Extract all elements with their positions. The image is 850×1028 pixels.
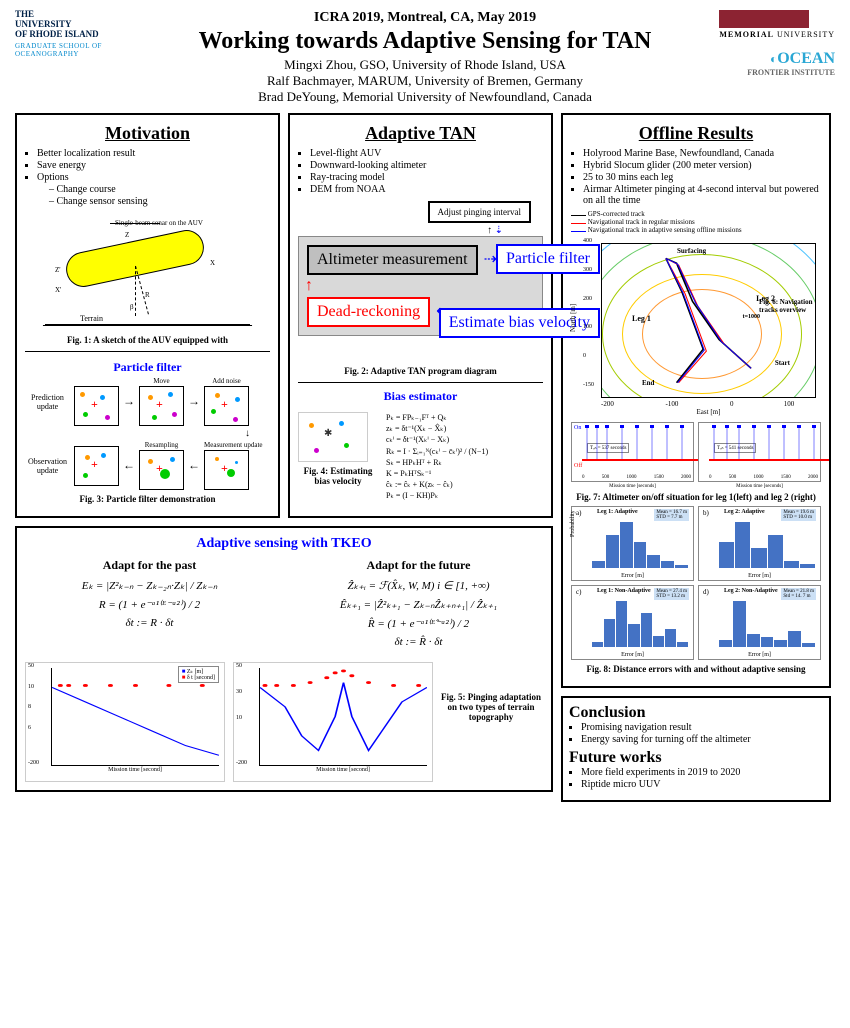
author-2: Ralf Bachmayer, MARUM, University of Bre… xyxy=(135,73,715,89)
hist-d: d) Leg 2: Non-Adaptive Mean = 21.8 mStd … xyxy=(698,585,821,660)
onoff-leg1: On Off Tₒₙ = 537 seconds 050010001500200… xyxy=(571,422,694,482)
pinging-chart-right: 503010-200 Mission time [second] xyxy=(233,662,433,782)
adapt-past-title: Adapt for the past xyxy=(25,558,274,573)
histogram-grid: a) Leg 1: Adaptive Mean = 16.7 mSTD = 7.… xyxy=(571,506,821,660)
motivation-title: Motivation xyxy=(25,123,270,144)
poster-title: Working towards Adaptive Sensing for TAN xyxy=(135,28,715,55)
map-legend: GPS-corrected track Navigational track i… xyxy=(571,210,821,234)
fig5-caption: Fig. 5: Pinging adaptation on two types … xyxy=(441,692,541,722)
offline-results-section: Offline Results Holyrood Marine Base, Ne… xyxy=(561,113,831,688)
bias-fig: ✱ Fig. 4: Estimating bias velocity xyxy=(298,412,378,502)
motivation-s2: Change sensor sensing xyxy=(37,196,270,207)
navigation-map: North [m] 4003002001000-150 xyxy=(571,238,821,418)
bias-equations: Pₖ = FPₖ₋₁Fᵀ + Qₖ zₖ = δt⁻¹(Xₖ − X̂ₖ) cₖ… xyxy=(386,412,488,502)
conclusion-section: Conclusion Promising navigation result E… xyxy=(561,696,831,802)
mun-logo: MEMORIAL UNIVERSITY xyxy=(719,10,835,39)
ofi-logo: ◐OCEAN FRONTIER INSTITUTE xyxy=(715,50,835,77)
pinging-chart-left: ■ Zₖ [m] ■ δ t [second] 501086-200 Missi… xyxy=(25,662,225,782)
offline-title: Offline Results xyxy=(571,123,821,144)
future-works-title: Future works xyxy=(569,749,823,767)
adapt-future-title: Adapt for the future xyxy=(294,558,543,573)
adaptive-sensing-title: Adaptive sensing with TKEO xyxy=(25,536,543,552)
uri-ri: OF RHODE ISLAND xyxy=(15,30,135,40)
conclusion-title: Conclusion xyxy=(569,704,823,722)
fig7-caption: Fig. 7: Altimeter on/off situation for l… xyxy=(571,492,821,502)
auv-sketch: Single-beam sonar on the AUV Z X Z' X' R… xyxy=(25,211,270,331)
onoff-leg2: Tₒₙ = 541 seconds 0500100015002000 Missi… xyxy=(698,422,821,482)
pf-title: Particle filter xyxy=(25,360,270,375)
bias-title: Bias estimator xyxy=(298,389,543,404)
motivation-section: Motivation Better localization result Sa… xyxy=(15,113,280,518)
hist-c: c) Leg 1: Non-Adaptive Mean = 27.4 mSTD … xyxy=(571,585,694,660)
flowchart: Adjust pinging interval ↑ ⇣ Altimeter me… xyxy=(298,199,543,336)
fig8-caption: Fig. 8: Distance errors with and without… xyxy=(571,664,821,674)
hist-a: a) Leg 1: Adaptive Mean = 16.7 mSTD = 7.… xyxy=(571,506,694,581)
onoff-charts: On Off Tₒₙ = 537 seconds 050010001500200… xyxy=(571,422,821,482)
author-1: Mingxi Zhou, GSO, University of Rhode Is… xyxy=(135,57,715,73)
uri-grad-school: GRADUATE SCHOOL OF OCEANOGRAPHY xyxy=(15,42,135,58)
motivation-b1: Better localization result xyxy=(37,148,270,159)
adaptive-tan-title: Adaptive TAN xyxy=(298,123,543,144)
fig2-caption: Fig. 2: Adaptive TAN program diagram xyxy=(298,366,543,376)
right-logos: MEMORIAL UNIVERSITY ◐OCEAN FRONTIER INST… xyxy=(715,10,835,77)
particle-filter-section: Particle filter Prediction update + → Mo… xyxy=(25,360,270,504)
adaptive-sensing-section: Adaptive sensing with TKEO Adapt for the… xyxy=(15,526,553,792)
header: THE UNIVERSITY OF RHODE ISLAND GRADUATE … xyxy=(15,10,835,105)
author-3: Brad DeYoung, Memorial University of New… xyxy=(135,89,715,105)
adaptive-tan-section: Adaptive TAN Level-flight AUV Downward-l… xyxy=(288,113,553,518)
motivation-s1: Change course xyxy=(37,184,270,195)
motivation-b3: Options xyxy=(37,172,270,183)
hist-b: b) Leg 2: Adaptive Mean = 19.6 mSTD = 10… xyxy=(698,506,821,581)
uri-logo: THE UNIVERSITY OF RHODE ISLAND GRADUATE … xyxy=(15,10,135,58)
fig1-caption: Fig. 1: A sketch of the AUV equipped wit… xyxy=(25,335,270,345)
motivation-b2: Save energy xyxy=(37,160,270,171)
pinging-charts: ■ Zₖ [m] ■ δ t [second] 501086-200 Missi… xyxy=(25,662,543,782)
fig3-caption: Fig. 3: Particle filter demonstration xyxy=(25,494,270,504)
conference-line: ICRA 2019, Montreal, CA, May 2019 xyxy=(135,10,715,26)
